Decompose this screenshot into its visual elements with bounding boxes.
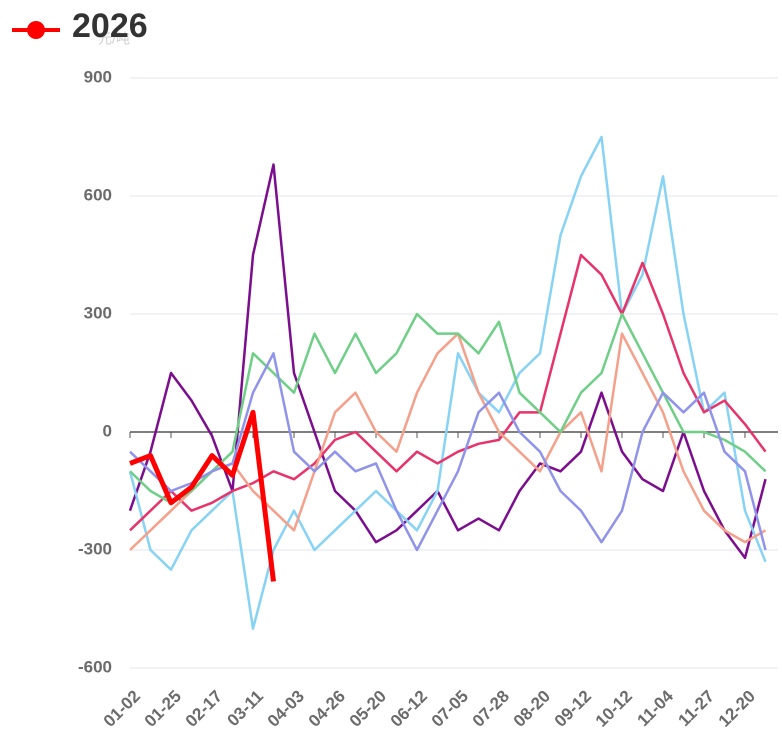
- x-tick-label: 04-03: [264, 687, 308, 731]
- legend-bg: [67, 10, 187, 46]
- y-tick-label: 600: [84, 185, 112, 204]
- series-line: [129, 312, 767, 505]
- x-tick-label: 01-02: [100, 687, 144, 731]
- y-tick-label: 900: [84, 67, 112, 86]
- x-tick-label: 04-26: [305, 687, 349, 731]
- x-tick-label: 10-12: [592, 687, 636, 731]
- legend-label: 2026: [72, 7, 148, 45]
- series-line: [129, 352, 767, 552]
- x-tick-label: 07-05: [428, 687, 472, 731]
- x-tick-label: 02-17: [182, 687, 226, 731]
- series-line: [129, 409, 276, 582]
- legend-marker: [27, 21, 45, 39]
- series-line: [129, 332, 767, 551]
- x-tick-label: 07-28: [469, 687, 513, 731]
- x-tick-label: 12-20: [715, 687, 759, 731]
- series-line: [129, 253, 767, 532]
- x-tick-label: 08-20: [510, 687, 554, 731]
- y-tick-label: 300: [84, 303, 112, 322]
- series-line: [128, 135, 767, 630]
- y-tick-label: -300: [78, 539, 112, 558]
- x-tick-label: 09-12: [551, 687, 595, 731]
- y-tick-label: 0: [103, 421, 112, 440]
- x-tick-label: 05-20: [346, 687, 390, 731]
- x-tick-label: 01-25: [141, 687, 185, 731]
- y-tick-label: -600: [78, 657, 112, 676]
- x-tick-label: 11-04: [633, 686, 677, 730]
- x-tick-label: 06-12: [387, 687, 431, 731]
- x-tick-label: 11-27: [674, 687, 718, 731]
- x-tick-label: 03-11: [223, 687, 267, 731]
